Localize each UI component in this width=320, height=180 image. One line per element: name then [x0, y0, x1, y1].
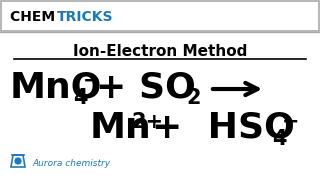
Text: 4: 4 — [272, 129, 286, 149]
Text: MnO: MnO — [10, 70, 102, 104]
Text: Aurora chemistry: Aurora chemistry — [32, 159, 110, 168]
Text: Mn: Mn — [90, 111, 152, 145]
Text: Ion-Electron Method: Ion-Electron Method — [73, 44, 247, 60]
Text: 2+: 2+ — [131, 112, 163, 132]
Bar — [1, 1, 319, 31]
Text: −: − — [282, 112, 300, 132]
Text: 2: 2 — [186, 88, 201, 108]
Text: +  HSO: + HSO — [152, 111, 295, 145]
Text: TRICKS: TRICKS — [57, 10, 114, 24]
Text: CHEM: CHEM — [10, 10, 60, 24]
Text: + SO: + SO — [96, 70, 196, 104]
Bar — [0, 0, 320, 32]
Circle shape — [14, 157, 22, 165]
Text: −: − — [83, 71, 100, 91]
Text: 4: 4 — [73, 88, 87, 108]
